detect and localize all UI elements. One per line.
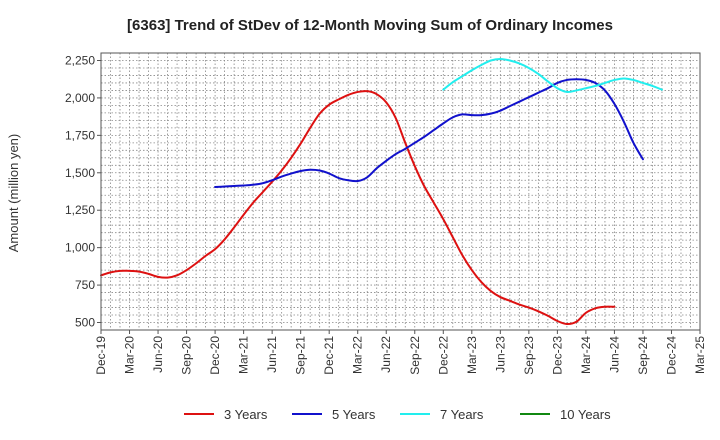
- legend-label-7-years: 7 Years: [440, 407, 484, 422]
- x-tick-label: Sep-22: [408, 336, 422, 375]
- y-tick-label: 1,500: [65, 166, 95, 180]
- series-line-7-years: [442, 57, 663, 93]
- y-tick-label: 2,000: [65, 91, 95, 105]
- x-tick-label: Mar-20: [123, 336, 137, 374]
- x-tick-label: Mar-21: [237, 336, 251, 374]
- y-tick-label: 1,000: [65, 241, 95, 255]
- x-tick-label: Mar-25: [693, 336, 707, 374]
- x-tick-label: Dec-20: [208, 336, 222, 375]
- x-tick-label: Jun-21: [265, 336, 279, 373]
- x-tick-label: Sep-21: [294, 336, 308, 375]
- legend-label-5-years: 5 Years: [332, 407, 376, 422]
- y-tick-label: 1,250: [65, 203, 95, 217]
- x-tick-label: Jun-22: [379, 336, 393, 373]
- y-axis-label: Amount (million yen): [6, 134, 21, 253]
- x-tick-label: Jun-23: [493, 336, 507, 373]
- x-tick-label: Dec-19: [94, 336, 108, 375]
- y-axis-ticks: 500 750 1,000 1,250 1,500 1,750 2,000 2,250: [65, 53, 101, 330]
- x-tick-label: Mar-23: [465, 336, 479, 374]
- x-tick-label: Mar-22: [351, 336, 365, 374]
- x-tick-label: Sep-20: [180, 336, 194, 375]
- series-layer: [100, 57, 663, 326]
- y-tick-label: 1,750: [65, 128, 95, 142]
- x-tick-label: Mar-24: [579, 336, 593, 374]
- x-tick-label: Jun-24: [607, 336, 621, 373]
- y-tick-label: 750: [75, 278, 95, 292]
- x-tick-label: Dec-24: [664, 336, 678, 375]
- legend-label-3-years: 3 Years: [224, 407, 268, 422]
- x-tick-label: Dec-23: [550, 336, 564, 375]
- x-tick-label: Dec-21: [322, 336, 336, 375]
- plot-frame: [100, 52, 701, 331]
- y-tick-label: 2,250: [65, 53, 95, 67]
- x-tick-label: Jun-20: [151, 336, 165, 373]
- x-tick-label: Sep-23: [522, 336, 536, 375]
- x-tick-label: Sep-24: [636, 336, 650, 375]
- series-line-3-years: [100, 90, 616, 326]
- series-line-5-years: [214, 78, 644, 189]
- chart-title: [6363] Trend of StDev of 12-Month Moving…: [127, 17, 613, 34]
- legend-label-10-years: 10 Years: [560, 407, 611, 422]
- x-axis-ticks: Dec-19 Mar-20 Jun-20 Sep-20 Dec-20 Mar-21 Jun-…: [94, 330, 707, 375]
- x-tick-label: Dec-22: [436, 336, 450, 375]
- y-tick-label: 500: [75, 316, 95, 330]
- legend: 3 Years 5 Years 7 Years 10 Years: [184, 407, 611, 422]
